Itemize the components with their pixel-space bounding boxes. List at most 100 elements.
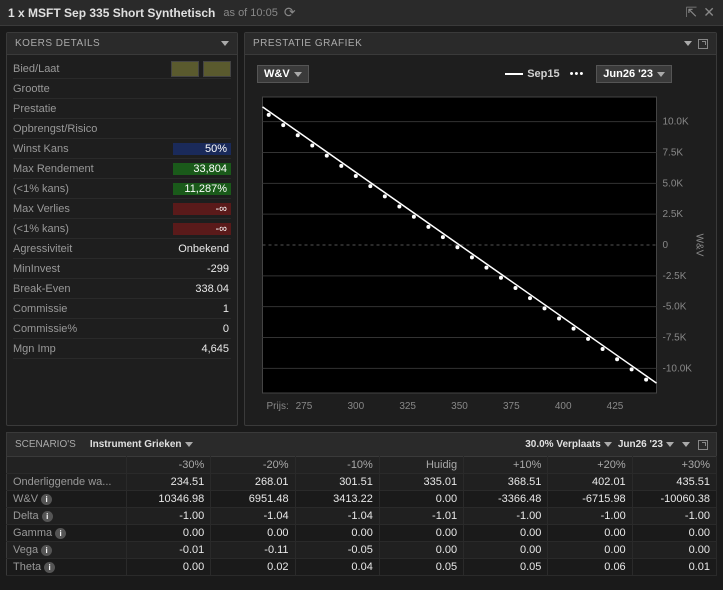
- cell: 0.00: [379, 491, 463, 508]
- cell: 0.00: [127, 525, 211, 542]
- svg-text:-2.5K: -2.5K: [663, 271, 687, 282]
- koers-label: Commissie: [13, 303, 173, 315]
- cell: 368.51: [464, 474, 548, 491]
- koers-label: Max Rendement: [13, 163, 173, 175]
- svg-text:325: 325: [399, 401, 416, 412]
- payoff-chart: 10.0K7.5K5.0K2.5K0-2.5K-5.0K-7.5K-10.0K2…: [249, 61, 708, 421]
- cell: 0.00: [464, 525, 548, 542]
- cell: 3413.22: [295, 491, 379, 508]
- cell: 0.02: [211, 559, 295, 576]
- koers-label: Max Verlies: [13, 203, 173, 215]
- ask-swatch: [203, 61, 231, 77]
- scenario-col: +30%: [632, 457, 716, 474]
- koers-label: (<1% kans): [13, 223, 173, 235]
- chart-metric-dropdown[interactable]: W&V: [257, 65, 309, 83]
- row-label: Onderliggende wa...: [7, 474, 127, 491]
- row-label: Vegai: [7, 542, 127, 559]
- koers-label: Break-Even: [13, 283, 173, 295]
- koers-title: KOERS DETAILS: [15, 38, 100, 49]
- expand-icon[interactable]: [698, 39, 708, 49]
- move-dropdown[interactable]: 30.0% Verplaats: [525, 439, 612, 450]
- svg-text:350: 350: [451, 401, 468, 412]
- info-icon[interactable]: i: [41, 545, 52, 556]
- chevron-down-icon[interactable]: [684, 41, 692, 46]
- koers-row-maxrend: Max Rendement33,804: [13, 159, 231, 179]
- cell: 0.00: [548, 542, 632, 559]
- koers-label: Opbrengst/Risico: [13, 123, 173, 135]
- svg-text:2.5K: 2.5K: [663, 209, 684, 220]
- scenario-col: -30%: [127, 457, 211, 474]
- cell: 301.51: [295, 474, 379, 491]
- cell: 0.00: [211, 525, 295, 542]
- cell: -1.04: [295, 508, 379, 525]
- koers-row-breakeven: Break-Even338.04: [13, 279, 231, 299]
- instrument-dropdown[interactable]: Instrument Grieken: [90, 439, 193, 450]
- cell: 0.00: [632, 542, 716, 559]
- cell: -1.00: [464, 508, 548, 525]
- koers-row-commissiep: Commissie%0: [13, 319, 231, 339]
- table-row: Onderliggende wa...234.51268.01301.51335…: [7, 474, 717, 491]
- info-icon[interactable]: i: [42, 511, 53, 522]
- koers-row-maxverlies2: (<1% kans)-∞: [13, 219, 231, 239]
- close-icon[interactable]: ✕: [703, 4, 715, 21]
- chart-date-dropdown[interactable]: Jun26 '23: [596, 65, 672, 83]
- table-row: Vegai-0.01-0.11-0.050.000.000.000.00: [7, 542, 717, 559]
- chart-date-label: Jun26 '23: [603, 68, 653, 80]
- cell: -0.05: [295, 542, 379, 559]
- svg-text:5.0K: 5.0K: [663, 178, 684, 189]
- info-icon[interactable]: i: [41, 494, 52, 505]
- legend-dotted: [570, 68, 587, 80]
- cell: 10346.98: [127, 491, 211, 508]
- popout-icon[interactable]: ⇱: [686, 4, 698, 21]
- cell: 0.01: [632, 559, 716, 576]
- cell: -10060.38: [632, 491, 716, 508]
- koers-row-mininvest: MinInvest-299: [13, 259, 231, 279]
- table-row: W&Vi10346.986951.483413.220.00-3366.48-6…: [7, 491, 717, 508]
- cell: -3366.48: [464, 491, 548, 508]
- koers-value: 50%: [173, 143, 231, 155]
- table-row: Thetai0.000.020.040.050.050.060.01: [7, 559, 717, 576]
- svg-text:0: 0: [663, 240, 669, 251]
- koers-row-maxrend2: (<1% kans)11,287%: [13, 179, 231, 199]
- cell: 234.51: [127, 474, 211, 491]
- refresh-icon[interactable]: ⟳: [284, 4, 296, 21]
- info-icon[interactable]: i: [44, 562, 55, 573]
- scenario-date-dropdown[interactable]: Jun26 '23: [618, 439, 674, 450]
- scenario-col-label: [7, 457, 127, 474]
- cell: -0.01: [127, 542, 211, 559]
- scenario-col: +10%: [464, 457, 548, 474]
- svg-text:375: 375: [503, 401, 520, 412]
- svg-text:W&V: W&V: [694, 234, 705, 257]
- koers-value: 4,645: [173, 343, 231, 355]
- cell: 0.00: [548, 525, 632, 542]
- scenario-col: Huidig: [379, 457, 463, 474]
- scenario-col: +20%: [548, 457, 632, 474]
- koers-row-winstkans: Winst Kans50%: [13, 139, 231, 159]
- cell: 402.01: [548, 474, 632, 491]
- cell: -1.00: [548, 508, 632, 525]
- cell: -1.00: [632, 508, 716, 525]
- koers-value: 0: [173, 323, 231, 335]
- bied-laat-label: Bied/Laat: [13, 63, 167, 75]
- chevron-down-icon[interactable]: [221, 41, 229, 46]
- svg-text:Prijs:: Prijs:: [267, 401, 289, 412]
- chevron-down-icon: [294, 72, 302, 77]
- koers-panel: KOERS DETAILS Bied/Laat Grootte Prestati…: [6, 32, 238, 426]
- koers-label: Agressiviteit: [13, 243, 173, 255]
- svg-text:-7.5K: -7.5K: [663, 333, 687, 344]
- cell: 335.01: [379, 474, 463, 491]
- chevron-down-icon[interactable]: [682, 442, 690, 447]
- cell: 0.00: [379, 542, 463, 559]
- svg-text:7.5K: 7.5K: [663, 148, 684, 159]
- table-row: Gammai0.000.000.000.000.000.000.00: [7, 525, 717, 542]
- koers-label: (<1% kans): [13, 183, 173, 195]
- expand-icon[interactable]: [698, 440, 708, 450]
- koers-label: Winst Kans: [13, 143, 173, 155]
- cell: 435.51: [632, 474, 716, 491]
- koers-value: -299: [173, 263, 231, 275]
- cell: 0.05: [464, 559, 548, 576]
- window-title: 1 x MSFT Sep 335 Short Synthetisch: [8, 6, 215, 20]
- bid-swatch: [171, 61, 199, 77]
- svg-text:300: 300: [347, 401, 364, 412]
- info-icon[interactable]: i: [55, 528, 66, 539]
